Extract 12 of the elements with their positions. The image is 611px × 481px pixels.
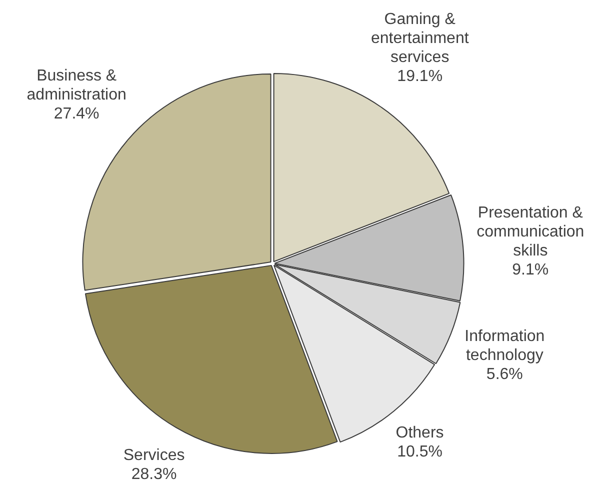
data-label: 9.1% <box>512 261 549 278</box>
data-label: 10.5% <box>397 444 442 461</box>
slice-label: Services <box>123 447 185 464</box>
slice-label: Others <box>396 424 444 442</box>
data-label: 28.3% <box>131 466 177 481</box>
slice-label: Information technology <box>464 328 545 364</box>
slice-label: Presentation & communication skills <box>476 204 584 260</box>
data-label: 5.6% <box>486 366 523 383</box>
slice-label: Gaming & entertainment services <box>370 11 470 66</box>
slice-label: Business & administration <box>26 68 126 104</box>
data-label: 27.4% <box>54 106 100 123</box>
data-label: 19.1% <box>397 68 443 86</box>
